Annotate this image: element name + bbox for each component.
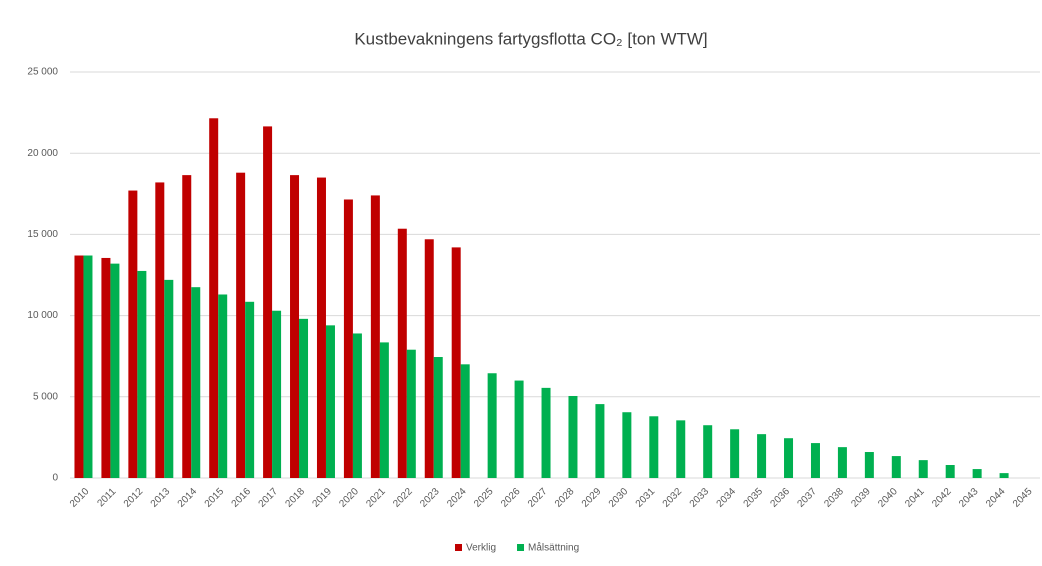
x-tick-label: 2045 xyxy=(1011,486,1035,510)
x-tick-label: 2023 xyxy=(418,486,442,510)
bar xyxy=(451,247,461,478)
bar xyxy=(810,443,820,478)
x-tick-label: 2034 xyxy=(715,486,739,510)
bar xyxy=(164,279,174,478)
x-tick-label: 2043 xyxy=(957,486,981,510)
y-tick-label: 25 000 xyxy=(27,67,58,78)
bar xyxy=(155,182,165,478)
bar xyxy=(568,395,578,478)
bar xyxy=(182,175,192,478)
x-tick-label: 2044 xyxy=(984,486,1008,510)
x-tick-label: 2042 xyxy=(930,486,954,510)
x-tick-label: 2033 xyxy=(688,486,712,510)
y-tick-label: 0 xyxy=(52,473,58,484)
bar xyxy=(487,373,497,478)
bar xyxy=(433,357,443,478)
x-tick-label: 2036 xyxy=(769,486,793,510)
bar xyxy=(460,364,470,478)
x-tick-label: 2019 xyxy=(310,486,334,510)
x-tick-label: 2030 xyxy=(607,486,631,510)
bar xyxy=(137,270,147,478)
bar xyxy=(541,387,551,478)
x-tick-label: 2013 xyxy=(149,486,173,510)
bar xyxy=(945,465,955,478)
x-tick-label: 2026 xyxy=(499,486,523,510)
x-tick-label: 2010 xyxy=(68,486,92,510)
x-tick-label: 2037 xyxy=(795,486,819,510)
legend-swatch xyxy=(455,544,462,551)
bar xyxy=(370,195,380,478)
y-tick-label: 20 000 xyxy=(27,148,58,159)
bar xyxy=(406,349,416,478)
bar xyxy=(424,239,434,478)
legend-label: Målsättning xyxy=(528,542,579,554)
x-tick-label: 2014 xyxy=(176,486,200,510)
bar xyxy=(379,342,389,478)
x-tick-label: 2040 xyxy=(876,486,900,510)
bar xyxy=(676,420,686,478)
y-tick-label: 10 000 xyxy=(27,310,58,321)
bar xyxy=(397,228,407,478)
bar xyxy=(864,452,874,478)
bar xyxy=(101,257,111,478)
bar xyxy=(191,287,201,478)
bar xyxy=(218,294,228,478)
bar xyxy=(757,434,767,478)
legend-label: Verklig xyxy=(466,543,496,554)
bar xyxy=(514,380,524,478)
x-tick-label: 2029 xyxy=(580,486,604,510)
bar xyxy=(343,199,353,478)
x-tick-label: 2018 xyxy=(284,486,308,510)
x-tick-label: 2027 xyxy=(526,486,550,510)
bar xyxy=(299,318,309,478)
x-tick-label: 2039 xyxy=(849,486,873,510)
bar xyxy=(730,429,740,478)
bar xyxy=(972,469,982,478)
x-tick-label: 2032 xyxy=(661,486,685,510)
bar xyxy=(325,325,335,478)
x-tick-label: 2028 xyxy=(553,486,577,510)
chart-title: Kustbevakningens fartygsflotta CO₂ [ton … xyxy=(354,29,707,48)
bar xyxy=(272,310,282,478)
x-tick-label: 2038 xyxy=(822,486,846,510)
legend-swatch xyxy=(517,544,525,551)
y-tick-label: 5 000 xyxy=(33,391,58,402)
bar xyxy=(263,126,273,479)
bar xyxy=(128,190,138,478)
bar xyxy=(918,460,928,478)
bar xyxy=(83,255,93,478)
bar xyxy=(316,177,326,478)
bar xyxy=(110,263,120,478)
x-tick-label: 2031 xyxy=(634,486,658,510)
bar xyxy=(837,447,847,478)
bar xyxy=(622,412,632,478)
x-tick-label: 2015 xyxy=(203,486,227,510)
x-tick-label: 2020 xyxy=(337,486,361,510)
bar xyxy=(74,255,84,478)
x-tick-label: 2024 xyxy=(445,486,469,510)
x-tick-label: 2017 xyxy=(257,486,281,510)
bar xyxy=(209,118,219,478)
x-tick-label: 2022 xyxy=(391,486,415,510)
x-tick-label: 2021 xyxy=(364,486,388,510)
y-tick-label: 15 000 xyxy=(27,229,58,240)
bar xyxy=(999,473,1009,478)
bar xyxy=(290,175,300,478)
bar xyxy=(236,172,246,479)
x-tick-label: 2035 xyxy=(742,486,766,510)
x-tick-label: 2011 xyxy=(95,486,118,509)
bar xyxy=(703,425,713,478)
bar xyxy=(891,456,901,478)
bar xyxy=(352,333,362,478)
bar xyxy=(595,404,605,478)
x-tick-label: 2025 xyxy=(472,486,496,510)
x-tick-label: 2016 xyxy=(230,486,254,510)
bar xyxy=(784,438,794,478)
x-tick-label: 2012 xyxy=(122,486,146,510)
bar xyxy=(649,416,659,478)
x-tick-label: 2041 xyxy=(903,486,927,510)
bar xyxy=(245,301,255,478)
